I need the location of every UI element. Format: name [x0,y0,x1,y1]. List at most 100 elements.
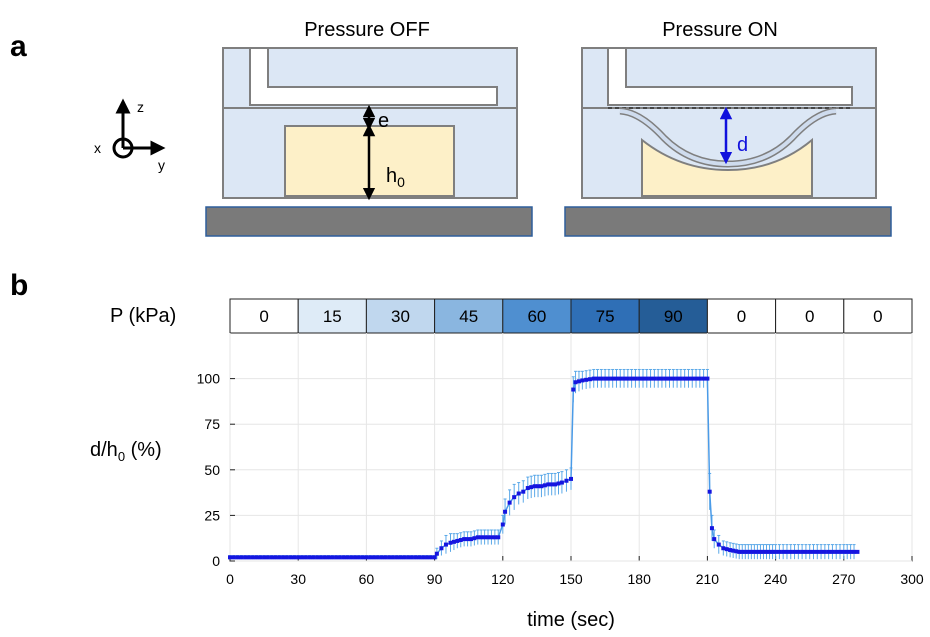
data-point [239,555,244,560]
data-point [288,555,293,560]
data-point [326,555,331,560]
data-point [549,482,554,487]
data-point [345,555,350,560]
data-point [819,549,824,554]
data-point [796,549,801,554]
data-point [486,535,491,540]
x-tick-label: 30 [290,571,306,587]
pressure-cell [502,298,572,334]
x-tick-label: 0 [226,571,234,587]
pressure-on-title: Pressure ON [662,19,778,41]
data-point [521,489,526,494]
data-point [663,376,668,381]
data-point [529,485,534,490]
data-point [648,376,653,381]
data-point [398,555,403,560]
data-point [496,535,501,540]
data-point [773,549,778,554]
data-point [475,535,480,540]
data-point [659,376,664,381]
data-point [273,555,278,560]
data-point [269,555,274,560]
data-point [701,376,706,381]
data-point [402,555,407,560]
data-point [841,549,846,554]
coordinate-axes-icon: z x y [94,98,166,173]
x-tick-label: 120 [491,571,515,587]
data-point [637,376,642,381]
data-point [421,555,426,560]
data-point [525,486,530,491]
y-axis-label: d/h0 (%) [90,439,162,464]
data-point [406,555,411,560]
data-point [716,542,721,547]
data-point [614,376,619,381]
data-point [709,526,714,531]
data-point [368,555,373,560]
label-d: d [737,134,748,156]
data-point [228,555,232,560]
data-point [707,489,712,494]
data-point [682,376,687,381]
pressure-cell-label: 90 [664,307,683,326]
data-point [375,555,380,560]
data-point [292,555,297,560]
x-tick-labels: 0 30 60 90 120 150 180 210 240 270 300 [226,571,924,587]
data-point [690,376,695,381]
data-point [826,549,831,554]
pressure-cell [843,298,913,334]
data-point [507,500,512,505]
data-point [712,537,717,542]
data-point [640,376,645,381]
pressure-cell-label: 75 [596,307,615,326]
data-point [569,476,573,481]
data-point [492,535,497,540]
data-point [536,484,541,489]
data-point [584,377,589,382]
data-point [767,549,772,554]
data-point [743,549,748,554]
x-axis-label: time (sec) [527,609,615,631]
data-point [258,555,263,560]
data-point [318,555,323,560]
pressure-cell-label: 45 [459,307,478,326]
pressure-cell-label: 0 [805,307,814,326]
data-point [281,555,286,560]
pressure-cell [638,298,708,334]
data-point [277,555,282,560]
data-point [694,376,699,381]
data-point [503,509,508,514]
data-point [606,376,611,381]
data-point [443,542,448,547]
data-point [749,549,754,554]
data-point [349,555,354,560]
data-point [553,482,558,487]
data-point [845,549,850,554]
x-tick-label: 210 [696,571,720,587]
data-point [468,537,473,542]
data-point [330,555,335,560]
data-point [356,555,361,560]
series-markers [228,376,860,560]
data-point [625,376,630,381]
data-point [458,538,463,543]
data-point [595,376,600,381]
data-point [432,555,437,560]
data-point [599,376,604,381]
data-point [315,555,320,560]
data-point [337,555,342,560]
data-point [284,555,289,560]
pressure-cell-label: 30 [391,307,410,326]
data-point [629,376,634,381]
pressure-off-title: Pressure OFF [304,19,430,41]
data-point [667,376,672,381]
data-point [455,538,460,543]
data-point [622,376,627,381]
pressure-cell [775,298,845,334]
data-point [610,376,615,381]
label-h: h0 [386,165,405,190]
data-point [439,546,444,551]
data-point [573,380,578,385]
data-point [334,555,339,560]
data-point [243,555,248,560]
